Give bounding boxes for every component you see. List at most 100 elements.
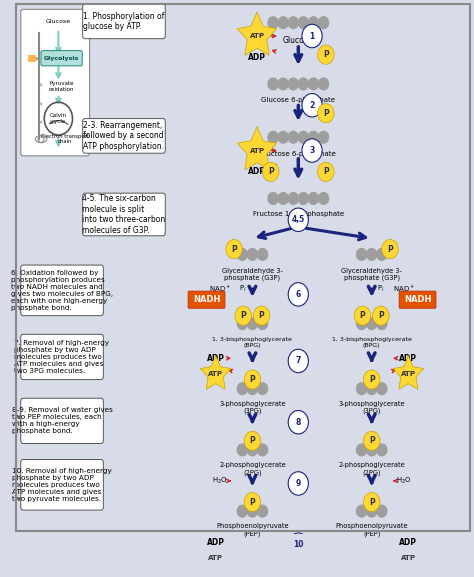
Circle shape xyxy=(257,318,267,329)
Circle shape xyxy=(302,24,322,48)
Circle shape xyxy=(288,410,309,434)
Text: P: P xyxy=(249,497,255,507)
Circle shape xyxy=(309,17,319,28)
Text: P: P xyxy=(369,375,374,384)
Text: Electron transport
chain: Electron transport chain xyxy=(41,134,89,144)
Polygon shape xyxy=(393,539,424,573)
Text: P: P xyxy=(259,311,264,320)
Text: ATP: ATP xyxy=(249,148,264,153)
Circle shape xyxy=(302,93,322,117)
Text: 4-5. The six-carbon
molecule is split
into two three-carbon
molecules of G3P.: 4-5. The six-carbon molecule is split in… xyxy=(82,194,165,235)
Circle shape xyxy=(257,444,267,456)
Circle shape xyxy=(367,249,377,260)
Polygon shape xyxy=(393,355,424,389)
Text: P: P xyxy=(268,167,273,177)
Circle shape xyxy=(373,306,389,325)
Circle shape xyxy=(367,505,377,517)
Circle shape xyxy=(364,370,380,389)
Text: 7: 7 xyxy=(296,357,301,365)
Circle shape xyxy=(288,193,298,204)
Circle shape xyxy=(302,139,322,162)
Text: 1, 3-bisphosphoglycerate
(BPG): 1, 3-bisphosphoglycerate (BPG) xyxy=(212,337,292,348)
Text: Glucose: Glucose xyxy=(46,20,71,24)
Circle shape xyxy=(319,132,328,143)
Text: ATP: ATP xyxy=(249,33,264,39)
Circle shape xyxy=(237,249,247,260)
Circle shape xyxy=(318,104,334,123)
Text: 2: 2 xyxy=(310,101,315,110)
Text: 4,5: 4,5 xyxy=(292,215,305,224)
FancyBboxPatch shape xyxy=(21,265,103,316)
Circle shape xyxy=(268,132,278,143)
Circle shape xyxy=(319,78,328,90)
Circle shape xyxy=(298,17,309,28)
Text: P: P xyxy=(369,497,374,507)
Circle shape xyxy=(367,383,377,395)
Circle shape xyxy=(237,560,247,572)
Text: P: P xyxy=(360,311,365,320)
Circle shape xyxy=(244,431,261,451)
Circle shape xyxy=(253,306,270,325)
Circle shape xyxy=(309,132,319,143)
Circle shape xyxy=(356,318,367,329)
Text: P: P xyxy=(249,436,255,445)
Circle shape xyxy=(263,162,279,181)
Circle shape xyxy=(244,370,261,389)
Circle shape xyxy=(237,505,247,517)
Text: NADH: NADH xyxy=(404,295,431,304)
Circle shape xyxy=(268,17,278,28)
Circle shape xyxy=(244,493,261,512)
FancyBboxPatch shape xyxy=(21,398,103,444)
Circle shape xyxy=(356,249,367,260)
Circle shape xyxy=(288,349,309,373)
Circle shape xyxy=(278,78,288,90)
Text: Fructose 6-phosphate: Fructose 6-phosphate xyxy=(260,151,336,156)
Text: P: P xyxy=(323,167,328,177)
Circle shape xyxy=(268,78,278,90)
Circle shape xyxy=(247,444,257,456)
Text: Glycolysis: Glycolysis xyxy=(44,56,79,61)
Text: ADP: ADP xyxy=(400,354,418,363)
Circle shape xyxy=(377,249,387,260)
Circle shape xyxy=(367,444,377,456)
Circle shape xyxy=(377,505,387,517)
Circle shape xyxy=(247,560,257,572)
Polygon shape xyxy=(237,12,277,55)
Circle shape xyxy=(377,383,387,395)
Text: 3: 3 xyxy=(310,146,315,155)
Circle shape xyxy=(288,533,309,556)
Text: 3-phosphoglycerate
(3PG): 3-phosphoglycerate (3PG) xyxy=(219,401,286,414)
Circle shape xyxy=(288,472,309,495)
Text: 8-9. Removal of water gives
two PEP molecules, each
with a high-energy
phosphate: 8-9. Removal of water gives two PEP mole… xyxy=(11,407,112,434)
Text: P: P xyxy=(378,311,384,320)
Circle shape xyxy=(278,17,288,28)
FancyBboxPatch shape xyxy=(82,193,165,236)
Text: P: P xyxy=(323,108,328,118)
Text: ADP: ADP xyxy=(248,53,266,62)
Circle shape xyxy=(367,560,377,572)
Text: ADP: ADP xyxy=(248,167,266,177)
Text: ATP: ATP xyxy=(208,555,223,561)
Text: NADH: NADH xyxy=(193,295,220,304)
Circle shape xyxy=(247,318,257,329)
Text: ADP: ADP xyxy=(400,538,418,546)
Circle shape xyxy=(247,249,257,260)
Text: 8: 8 xyxy=(296,418,301,427)
Text: P: P xyxy=(369,436,374,445)
Text: Phosphoenolpyruvate
(PEP): Phosphoenolpyruvate (PEP) xyxy=(336,523,408,537)
FancyBboxPatch shape xyxy=(21,9,90,156)
FancyBboxPatch shape xyxy=(399,291,436,308)
Text: P: P xyxy=(240,311,246,320)
Text: P: P xyxy=(249,375,255,384)
Text: ATP: ATP xyxy=(401,371,416,377)
Circle shape xyxy=(356,383,367,395)
Circle shape xyxy=(247,505,257,517)
Text: Pyruvate
oxidation: Pyruvate oxidation xyxy=(49,81,74,92)
Circle shape xyxy=(309,78,319,90)
FancyBboxPatch shape xyxy=(21,334,103,380)
Text: 10. Removal of high-energy
phosphate by two ADP
molecules produces two
ATP molec: 10. Removal of high-energy phosphate by … xyxy=(12,468,112,502)
Circle shape xyxy=(356,505,367,517)
Text: 2-3. Rearrangement,
followed by a second
ATP phosphorylation.: 2-3. Rearrangement, followed by a second… xyxy=(83,121,164,151)
Circle shape xyxy=(377,318,387,329)
Text: ATP: ATP xyxy=(401,555,416,561)
